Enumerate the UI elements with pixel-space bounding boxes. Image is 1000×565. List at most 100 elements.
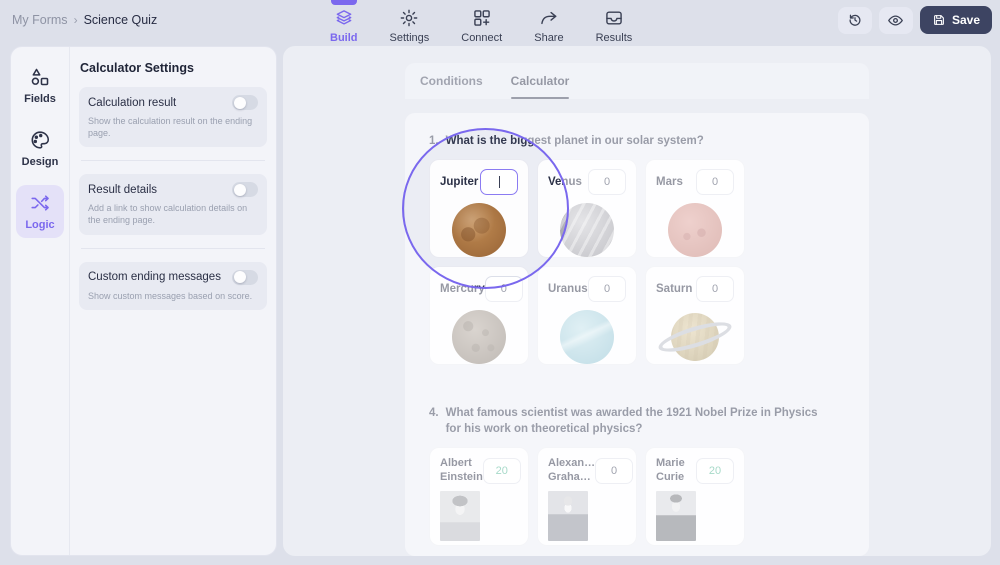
divider xyxy=(81,247,265,249)
score-value: 0 xyxy=(711,282,719,295)
setting-card-custom-ending-messages: Custom ending messages Show custom messa… xyxy=(79,261,267,310)
calculator-settings-panel: Calculator Settings Calculation result S… xyxy=(70,47,276,555)
score-input-saturn[interactable]: 0 xyxy=(696,275,734,302)
option-card-mercury[interactable]: Mercury 0 xyxy=(429,265,529,365)
breadcrumb-separator-icon: › xyxy=(73,13,78,27)
setting-label: Result details xyxy=(88,183,158,196)
option-label: Venus xyxy=(548,175,582,188)
layers-icon xyxy=(334,8,354,28)
history-icon xyxy=(847,12,863,28)
save-button[interactable]: Save xyxy=(919,6,992,34)
breadcrumb-current: Science Quiz xyxy=(83,13,158,27)
score-input-curie[interactable]: 20 xyxy=(696,457,734,484)
builder-main-panel: Conditions Calculator 1. What is the big… xyxy=(283,46,991,556)
option-label: Marie Curie xyxy=(656,457,685,483)
question-1-options: Jupiter Venus 0 Mars 0 xyxy=(429,158,745,365)
option-card-saturn[interactable]: Saturn 0 xyxy=(645,265,745,365)
setting-description: Show the calculation result on the endin… xyxy=(88,116,253,139)
score-input-venus[interactable]: 0 xyxy=(588,168,626,195)
option-card-marie-curie[interactable]: Marie Curie 20 xyxy=(645,447,745,547)
option-label: Albert Einstein xyxy=(440,457,483,483)
grid-plus-icon xyxy=(472,8,492,28)
option-card-albert-einstein[interactable]: Albert Einstein 20 xyxy=(429,447,529,547)
breadcrumb-my-forms[interactable]: My Forms xyxy=(12,13,68,27)
nav-item-connect[interactable]: Connect xyxy=(461,0,502,44)
nav-item-settings[interactable]: Settings xyxy=(389,0,430,44)
nav-item-share[interactable]: Share xyxy=(534,0,564,44)
divider xyxy=(81,160,265,162)
sidebar-label-design: Design xyxy=(21,156,59,168)
breadcrumb: My Forms › Science Quiz xyxy=(12,13,157,27)
setting-description: Add a link to show calculation details o… xyxy=(88,203,248,226)
score-input-jupiter[interactable] xyxy=(480,168,518,195)
setting-label: Custom ending messages xyxy=(88,271,221,284)
score-value: 20 xyxy=(708,464,722,477)
option-card-uranus[interactable]: Uranus 0 xyxy=(537,265,637,365)
question-number: 4. xyxy=(429,406,439,419)
builder-rail: Fields Design Logic xyxy=(11,47,70,555)
planet-jupiter-image xyxy=(452,202,506,257)
custom-ending-messages-toggle[interactable] xyxy=(232,269,258,285)
nav-label-results: Results xyxy=(595,32,633,44)
score-value: 0 xyxy=(603,175,611,188)
preview-button[interactable] xyxy=(878,6,913,34)
shapes-icon xyxy=(29,66,51,88)
sidebar-item-fields[interactable]: Fields xyxy=(16,59,64,112)
option-card-venus[interactable]: Venus 0 xyxy=(537,158,637,258)
top-bar: My Forms › Science Quiz Build Settings C… xyxy=(0,0,1000,46)
share-arrow-icon xyxy=(539,8,559,28)
palette-icon xyxy=(29,129,51,151)
score-value: 0 xyxy=(611,464,618,477)
nav-label-connect: Connect xyxy=(461,32,503,44)
score-value: 0 xyxy=(500,282,507,295)
floppy-icon xyxy=(932,13,946,27)
nav-item-results[interactable]: Results xyxy=(595,0,633,44)
option-card-alexander-graham-bell[interactable]: Alexan… Graha… 0 xyxy=(537,447,637,547)
option-label: Uranus xyxy=(548,282,588,295)
tab-calculator[interactable]: Calculator xyxy=(510,63,569,99)
nav-label-share: Share xyxy=(534,32,564,44)
logic-tab-bar: Conditions Calculator xyxy=(405,63,869,99)
builder-left-panel: Fields Design Logic Calculator Settings … xyxy=(10,46,277,556)
score-input-uranus[interactable]: 0 xyxy=(588,275,626,302)
active-nav-indicator xyxy=(330,0,357,5)
score-value: 20 xyxy=(495,464,508,477)
sidebar-item-logic[interactable]: Logic xyxy=(16,185,64,238)
photo-bell-image xyxy=(548,490,588,541)
question-4-options: Albert Einstein 20 Alexan… Graha… 0 Mari… xyxy=(429,447,745,547)
nav-label-settings: Settings xyxy=(389,32,430,44)
planet-mercury-image xyxy=(452,309,506,364)
question-number: 1. xyxy=(429,135,439,147)
nav-item-build[interactable]: Build xyxy=(330,0,358,44)
option-label: Alexan… Graha… xyxy=(548,457,596,483)
question-text: What famous scientist was awarded the 19… xyxy=(445,406,818,436)
setting-card-result-details: Result details Add a link to show calcul… xyxy=(79,174,267,235)
calculation-result-toggle[interactable] xyxy=(232,95,258,110)
toggle-knob xyxy=(233,183,246,196)
planet-venus-image xyxy=(560,202,614,257)
history-button[interactable] xyxy=(837,6,872,34)
text-caret xyxy=(498,175,500,188)
inbox-tray-icon xyxy=(604,8,624,28)
sidebar-item-design[interactable]: Design xyxy=(16,122,64,175)
question-4: 4. What famous scientist was awarded the… xyxy=(429,405,845,438)
result-details-toggle[interactable] xyxy=(232,182,258,198)
score-input-mars[interactable]: 0 xyxy=(696,168,734,195)
option-card-jupiter[interactable]: Jupiter xyxy=(429,158,529,258)
score-value: 0 xyxy=(711,175,719,188)
option-label: Mercury xyxy=(440,282,485,295)
saturn-ring xyxy=(655,315,735,358)
score-input-einstein[interactable]: 20 xyxy=(482,457,521,484)
option-label: Jupiter xyxy=(440,175,479,188)
score-input-bell[interactable]: 0 xyxy=(595,457,634,484)
score-input-mercury[interactable]: 0 xyxy=(484,275,523,302)
option-card-mars[interactable]: Mars 0 xyxy=(645,158,745,258)
sidebar-label-logic: Logic xyxy=(25,219,55,231)
nav-label-build: Build xyxy=(330,32,358,44)
eye-icon xyxy=(887,12,904,29)
photo-einstein-image xyxy=(440,490,480,541)
tab-conditions[interactable]: Conditions xyxy=(420,74,483,88)
setting-card-calculation-result: Calculation result Show the calculation … xyxy=(79,87,267,148)
planet-saturn-image xyxy=(655,312,735,361)
setting-label: Calculation result xyxy=(88,96,177,109)
